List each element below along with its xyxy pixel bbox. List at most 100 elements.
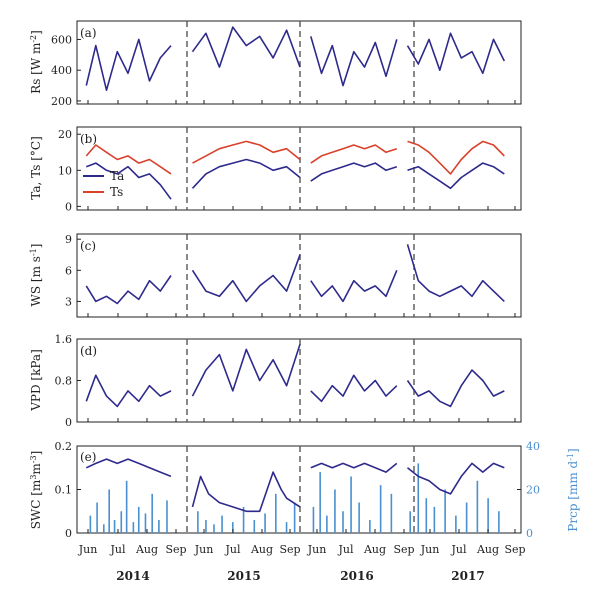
series-line-main bbox=[310, 36, 398, 87]
series-line-main bbox=[406, 32, 506, 75]
x-tick-label: Aug bbox=[250, 543, 273, 556]
precip-bar bbox=[242, 506, 245, 533]
panels: 200 400 600 0 10 20 3 6 9 0 0.8 1.6 0 0.1 0.2 0 20 40 Jun J… bbox=[51, 20, 541, 556]
plot-frame bbox=[76, 20, 522, 105]
year-label: 2015 bbox=[227, 569, 260, 583]
precip-bar bbox=[455, 515, 457, 533]
plot-frame bbox=[76, 233, 522, 318]
x-tick-label: Aug bbox=[135, 543, 158, 556]
x-tick-label: Jul bbox=[337, 543, 353, 556]
x-tick-label: Jul bbox=[224, 543, 240, 556]
y-tick-label: 0.8 bbox=[55, 375, 73, 388]
precip-bar bbox=[205, 519, 207, 533]
y-tick-label: 1.6 bbox=[55, 333, 73, 346]
precip-bar bbox=[409, 511, 411, 533]
ylabel-b: Ta, Ts [°C] bbox=[29, 136, 43, 200]
legend-label-ts: Ts bbox=[110, 185, 123, 199]
x-tick-label: Sep bbox=[279, 543, 300, 556]
series-line-ts bbox=[192, 140, 301, 164]
panel-label-a: (a) bbox=[80, 26, 97, 40]
y-tick-label: 0.2 bbox=[55, 440, 73, 453]
precip-bar bbox=[417, 463, 420, 533]
x-tick-label: Sep bbox=[504, 543, 525, 556]
panel-e: 0 0.1 0.2 0 20 40 Jun Jul Aug Sep Jun Jul Aug Sep Jun J… bbox=[55, 440, 541, 556]
precip-bar bbox=[476, 480, 479, 533]
series-line-main bbox=[191, 26, 301, 68]
precip-bar bbox=[151, 493, 153, 533]
precip-bar bbox=[221, 515, 223, 533]
series-line-ta bbox=[407, 162, 505, 190]
series-line-main bbox=[85, 275, 172, 305]
precip-bar bbox=[113, 519, 116, 533]
precip-bar bbox=[369, 519, 371, 533]
series-line-ta bbox=[191, 158, 301, 189]
x-tick-label: Aug bbox=[363, 543, 386, 556]
panel-label-c: (c) bbox=[80, 239, 96, 253]
panel-label-d: (d) bbox=[80, 344, 97, 358]
precip-bar bbox=[125, 480, 128, 533]
plot-frame bbox=[76, 445, 522, 534]
y-tick-label: 0 bbox=[65, 416, 72, 429]
x-tick-label: Sep bbox=[165, 543, 186, 556]
precip-bar bbox=[433, 506, 436, 533]
series-line-main bbox=[310, 269, 398, 303]
precip-bar bbox=[108, 489, 110, 533]
panel-label-e: (e) bbox=[80, 450, 96, 464]
precip-bar bbox=[342, 511, 344, 533]
precip-bar bbox=[312, 506, 315, 533]
precip-bar bbox=[379, 485, 382, 533]
y-tick-label: 20 bbox=[58, 128, 72, 141]
panel-label-b: (b) bbox=[80, 132, 97, 146]
series-line-main bbox=[191, 254, 301, 303]
precip-bar bbox=[498, 511, 500, 533]
precip-bar bbox=[166, 500, 168, 533]
panel-b: 0 10 20 bbox=[58, 126, 522, 213]
precip-bar bbox=[285, 522, 288, 533]
precip-bar bbox=[137, 506, 140, 533]
y-tick-label: 6 bbox=[65, 264, 72, 277]
x-tick-label: Jul bbox=[450, 543, 466, 556]
year-label: 2016 bbox=[340, 569, 373, 583]
y2-tick-label: 40 bbox=[526, 440, 540, 453]
ylabel-a: Rs [W m-2] bbox=[29, 30, 44, 94]
series-line-main bbox=[406, 369, 505, 408]
x-tick-label: Sep bbox=[393, 543, 414, 556]
plot-frame bbox=[76, 126, 522, 211]
y-tick-label: 200 bbox=[51, 95, 72, 108]
series-line-swc bbox=[191, 471, 301, 513]
x-tick-label: Jun bbox=[420, 543, 440, 556]
precip-bar bbox=[197, 511, 199, 533]
series-line-ta bbox=[310, 162, 398, 182]
precip-bar bbox=[444, 489, 446, 533]
precip-bar bbox=[96, 502, 98, 533]
series-line-main bbox=[191, 343, 301, 397]
x-tick-label: Jun bbox=[78, 543, 98, 556]
precip-bar bbox=[213, 524, 215, 533]
series-line-main bbox=[85, 38, 172, 91]
precip-bar bbox=[425, 498, 428, 533]
precip-bar bbox=[275, 493, 277, 533]
x-tick-label: Jun bbox=[194, 543, 214, 556]
y-tick-label: 400 bbox=[51, 64, 72, 77]
year-label: 2017 bbox=[451, 569, 484, 583]
series-line-swc bbox=[85, 458, 172, 478]
legend-b: Ta Ts bbox=[83, 169, 124, 199]
panel-c: 3 6 9 bbox=[65, 233, 522, 318]
ylabel-d: VPD [kPa] bbox=[29, 349, 43, 412]
y-tick-label: 10 bbox=[58, 164, 72, 177]
y-tick-label: 0 bbox=[65, 527, 72, 540]
y-tick-label: 0.1 bbox=[55, 484, 73, 497]
year-label: 2014 bbox=[116, 569, 149, 583]
y2-tick-label: 0 bbox=[526, 527, 533, 540]
precip-bar bbox=[158, 519, 160, 533]
series-line-swc bbox=[407, 462, 505, 495]
precip-bar bbox=[487, 498, 489, 533]
precip-bar bbox=[253, 519, 256, 533]
precip-bar bbox=[120, 511, 123, 533]
plot-frame bbox=[76, 338, 522, 423]
x-tick-label: Aug bbox=[476, 543, 499, 556]
series-line-swc bbox=[310, 462, 398, 473]
precip-bar bbox=[326, 515, 328, 533]
precip-bar bbox=[350, 476, 352, 533]
series-line-main bbox=[406, 244, 505, 302]
